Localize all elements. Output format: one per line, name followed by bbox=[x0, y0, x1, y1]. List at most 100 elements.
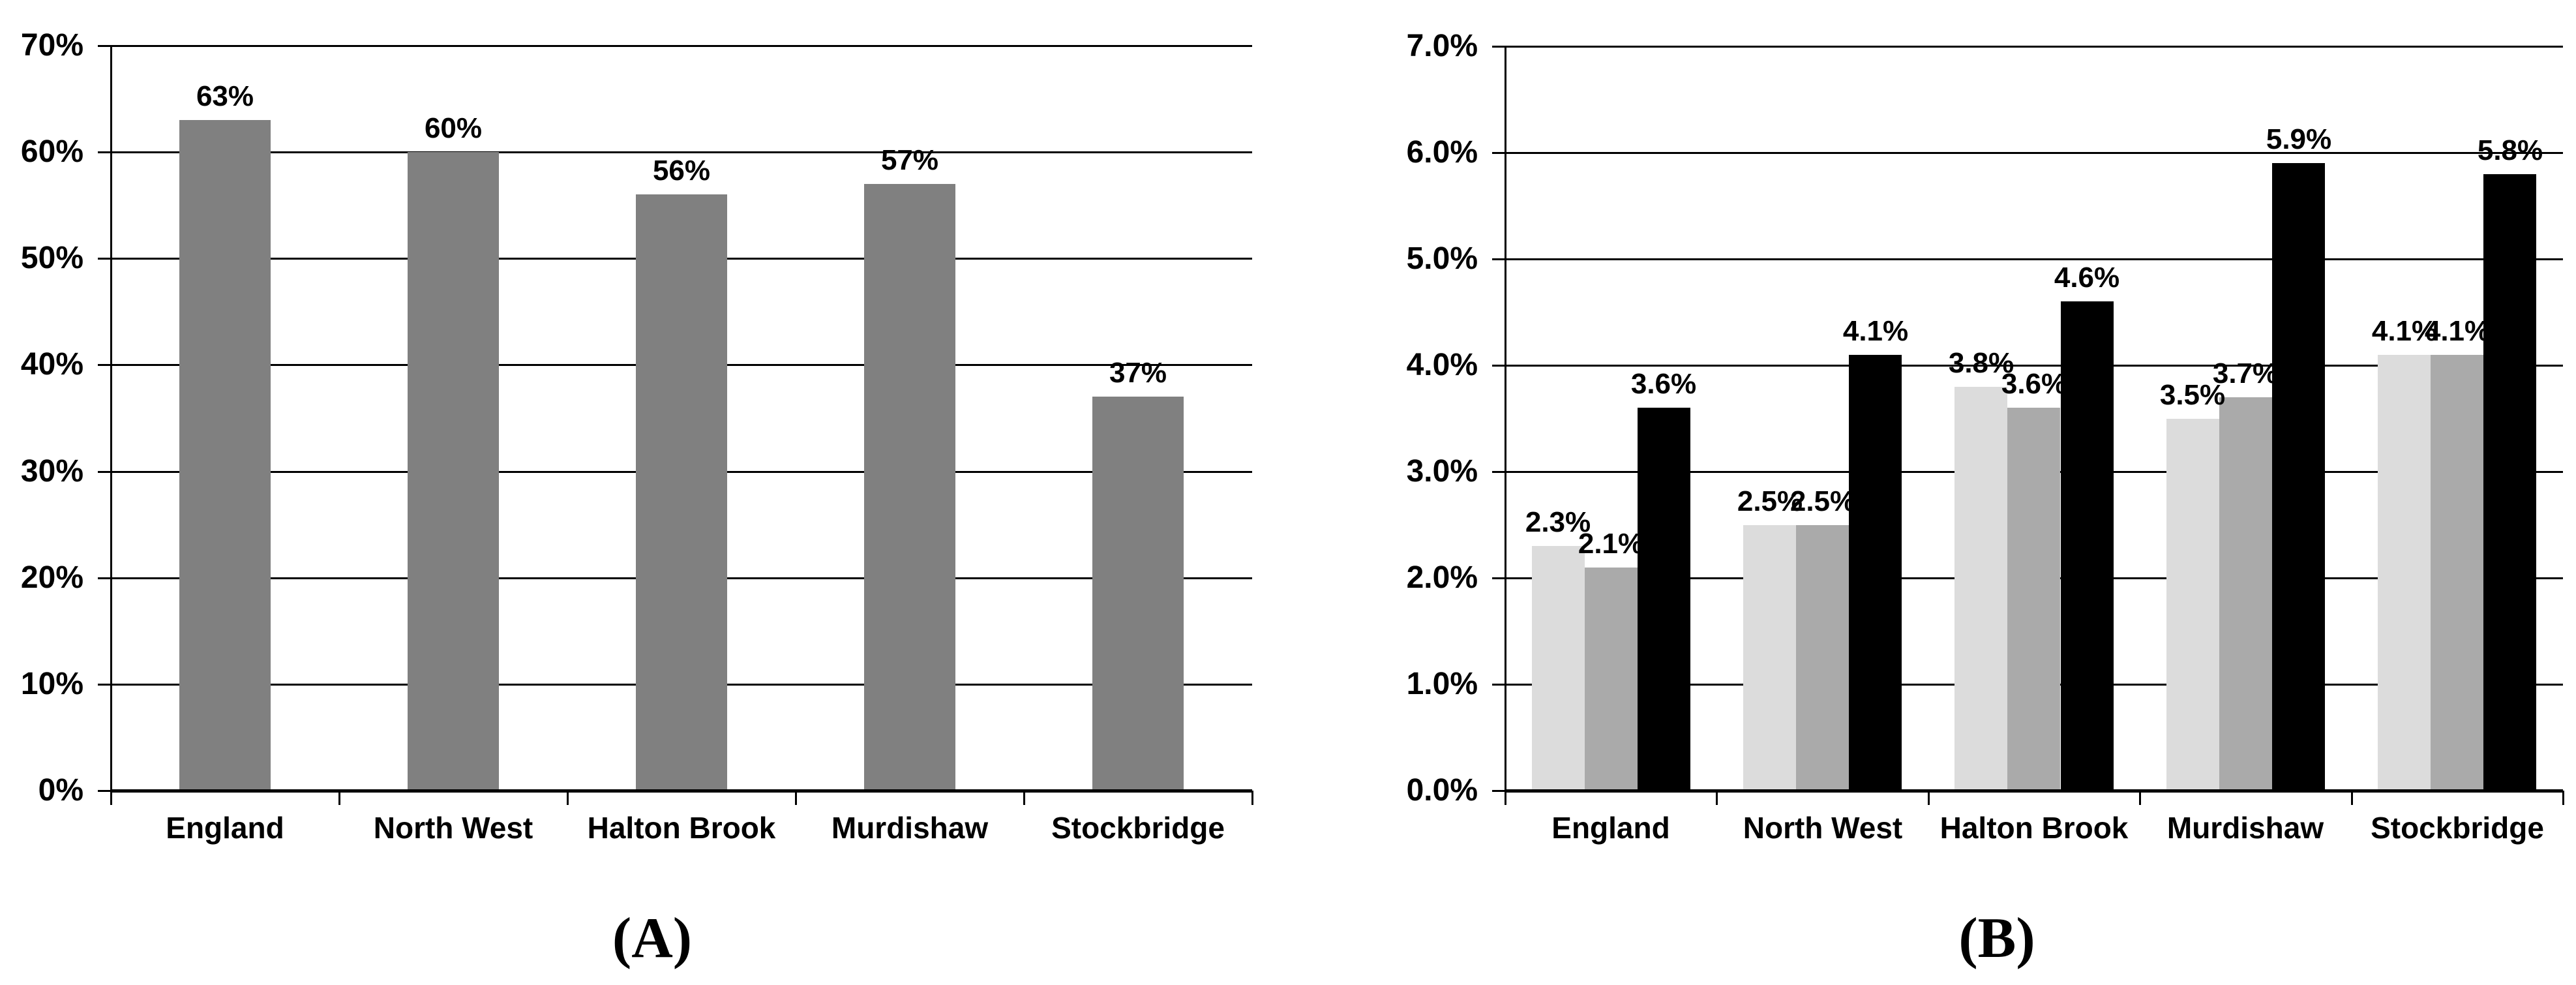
bar-value-label: 3.8% bbox=[1948, 347, 2014, 379]
y-axis-tick bbox=[98, 471, 111, 473]
bar bbox=[2166, 419, 2219, 791]
y-tick-label: 4.0% bbox=[1406, 348, 1478, 382]
bar-value-label: 2.5% bbox=[1737, 485, 1803, 517]
bar bbox=[2061, 301, 2114, 791]
bar-value-label: 3.6% bbox=[2001, 368, 2067, 400]
y-tick-label: 1.0% bbox=[1406, 667, 1478, 701]
x-axis-tick bbox=[1716, 791, 1718, 805]
y-axis-tick bbox=[98, 364, 111, 366]
bar-value-label: 2.1% bbox=[1578, 528, 1644, 560]
y-axis-tick bbox=[1492, 577, 1505, 579]
bar-value-label: 37% bbox=[1109, 357, 1167, 389]
bar bbox=[2272, 163, 2325, 791]
bar bbox=[1796, 525, 1849, 791]
bar bbox=[1585, 568, 1638, 791]
y-tick-label: 2.0% bbox=[1406, 560, 1478, 595]
x-axis-tick bbox=[2139, 791, 2141, 805]
bar bbox=[2007, 408, 2060, 791]
y-axis-line bbox=[110, 45, 112, 791]
y-tick-label: 6.0% bbox=[1406, 135, 1478, 170]
y-tick-label: 50% bbox=[20, 241, 83, 275]
x-category-label: England bbox=[1551, 811, 1670, 845]
x-axis-tick bbox=[795, 791, 797, 805]
y-tick-label: 0.0% bbox=[1406, 773, 1478, 808]
x-category-label: Stockbridge bbox=[2371, 811, 2544, 845]
y-axis-tick bbox=[1492, 684, 1505, 686]
bar bbox=[2378, 355, 2431, 791]
bar-value-label: 57% bbox=[880, 144, 939, 176]
x-axis-line bbox=[111, 789, 1252, 793]
x-category-label: Murdishaw bbox=[2166, 811, 2324, 845]
y-axis-tick bbox=[98, 258, 111, 260]
y-tick-label: 3.0% bbox=[1406, 454, 1478, 489]
bar-value-label: 3.5% bbox=[2159, 379, 2226, 411]
x-category-label: Stockbridge bbox=[1051, 811, 1225, 845]
gridline bbox=[1505, 152, 2563, 154]
y-tick-label: 0% bbox=[38, 773, 83, 808]
y-tick-label: 5.0% bbox=[1406, 241, 1478, 276]
bar-value-label: 5.9% bbox=[2266, 123, 2332, 155]
x-axis-tick bbox=[1928, 791, 1930, 805]
y-axis-tick bbox=[98, 45, 111, 47]
x-category-label: England bbox=[166, 811, 284, 845]
x-axis-tick bbox=[1251, 791, 1253, 805]
gridline bbox=[1505, 258, 2563, 260]
x-category-label: Halton Brook bbox=[587, 811, 776, 845]
x-category-label: Halton Brook bbox=[1939, 811, 2129, 845]
bar bbox=[2219, 397, 2272, 791]
bar-value-label: 4.1% bbox=[1842, 315, 1909, 347]
x-category-label: Murdishaw bbox=[831, 811, 989, 845]
y-axis-tick bbox=[1492, 365, 1505, 367]
x-axis-tick bbox=[2562, 791, 2564, 805]
y-tick-label: 60% bbox=[20, 134, 83, 169]
y-axis-tick bbox=[1492, 790, 1505, 792]
gridline bbox=[111, 151, 1252, 153]
caption-b: (B) bbox=[1958, 907, 2035, 970]
bar-value-label: 2.5% bbox=[1790, 485, 1856, 517]
y-tick-label: 10% bbox=[20, 667, 83, 701]
y-tick-label: 30% bbox=[20, 454, 83, 489]
y-tick-label: 40% bbox=[20, 347, 83, 382]
x-axis-tick bbox=[567, 791, 569, 805]
bar bbox=[636, 194, 727, 791]
caption-a: (A) bbox=[612, 907, 693, 970]
bar bbox=[1638, 408, 1690, 791]
x-axis-tick bbox=[2351, 791, 2353, 805]
bar bbox=[864, 184, 955, 791]
bar bbox=[1743, 525, 1796, 791]
bar bbox=[2483, 174, 2536, 791]
bar-value-label: 5.8% bbox=[2477, 134, 2543, 166]
bar bbox=[1954, 387, 2007, 791]
x-axis-tick bbox=[1505, 791, 1506, 805]
bar bbox=[1532, 546, 1585, 791]
bar-value-label: 4.1% bbox=[2424, 315, 2491, 347]
y-axis-tick bbox=[1492, 152, 1505, 154]
y-axis-tick bbox=[98, 684, 111, 686]
y-axis-tick bbox=[1492, 46, 1505, 48]
y-axis-tick bbox=[98, 790, 111, 792]
x-axis-line bbox=[1505, 789, 2563, 793]
bar-value-label: 56% bbox=[652, 155, 711, 187]
bar-value-label: 4.1% bbox=[2371, 315, 2438, 347]
bar bbox=[179, 120, 271, 791]
x-axis-tick bbox=[1023, 791, 1025, 805]
bar-value-label: 3.6% bbox=[1630, 368, 1697, 400]
y-tick-label: 70% bbox=[20, 28, 83, 63]
y-axis-tick bbox=[98, 151, 111, 153]
bar-value-label: 63% bbox=[196, 80, 254, 112]
bar bbox=[408, 152, 499, 791]
gridline bbox=[111, 45, 1252, 47]
bar-value-label: 2.3% bbox=[1525, 506, 1591, 538]
bar-value-label: 4.6% bbox=[2054, 262, 2120, 294]
bar bbox=[2431, 355, 2483, 791]
x-category-label: North West bbox=[1743, 811, 1903, 845]
x-axis-tick bbox=[110, 791, 112, 805]
bar-value-label: 3.7% bbox=[2212, 357, 2279, 389]
gridline bbox=[1505, 46, 2563, 48]
y-tick-label: 20% bbox=[20, 560, 83, 595]
y-axis-tick bbox=[1492, 471, 1505, 473]
y-axis-line bbox=[1505, 46, 1506, 791]
